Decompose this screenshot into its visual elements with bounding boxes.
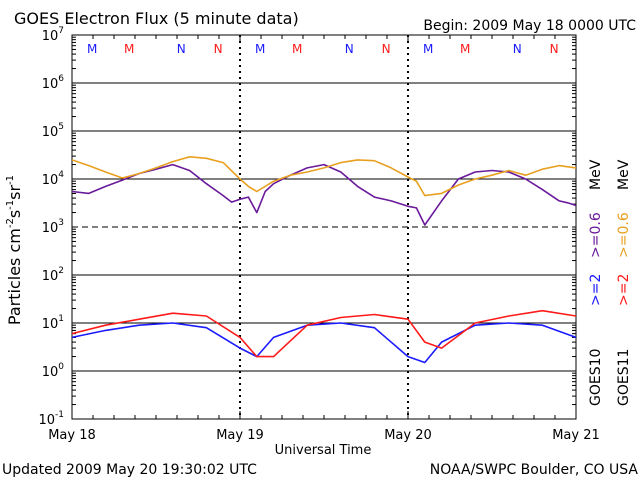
series-goes10-2 [71,322,577,364]
legend-right: >=0.6 >=2 GOES10 MeV >=0.6 >=2 GOES11 Me… [588,159,632,406]
y-tick-label: 104 [42,170,65,188]
day-marker-N: N [345,42,354,56]
series-goes10-0 [71,163,577,226]
data-series-layer [71,156,577,364]
y-axis-label-text: Particles cm-2s-1sr-1 [5,175,24,325]
day-marker-N: N [214,42,223,56]
day-marker-M: M [87,42,97,56]
day-marker-N: N [550,42,559,56]
begin-label: Begin: 2009 May 18 0000 UTC [423,18,636,34]
day-marker-M: M [124,42,134,56]
day-marker-M: M [292,42,302,56]
y-tick-label: 101 [42,314,64,332]
legend-mev-2: MeV [616,159,632,190]
y-tick-label: 106 [42,74,65,92]
day-marker-M: M [255,42,265,56]
x-tick-label: May 20 [384,428,432,443]
series-goes11-1 [71,156,577,197]
x-axis-label: Universal Time [275,443,372,458]
plot-area: May 18 May 19 May 20 May 21 10-1 100 101 102 103… [38,26,599,443]
day-marker-N: N [177,42,186,56]
x-tick-label: May 19 [216,428,264,443]
chart-title: GOES Electron Flux (5 minute data) [14,9,299,28]
legend-goes10-ge2: >=2 [588,274,604,306]
day-marker-N: N [513,42,522,56]
y-tick-label: 100 [42,362,65,380]
y-tick-label: 107 [42,26,64,44]
x-tick-label: May 21 [552,428,600,443]
y-tick-label: 103 [42,218,64,236]
x-tick-label: May 18 [48,428,96,443]
legend-goes10-ge06: >=0.6 [588,212,604,258]
day-marker-N: N [382,42,391,56]
legend-mev-1: MeV [588,159,604,190]
credit-label: NOAA/SWPC Boulder, CO USA [430,462,639,478]
y-tick-label: 102 [42,266,64,284]
legend-goes11-ge2: >=2 [616,274,632,306]
legend-goes11-ge06: >=0.6 [616,212,632,258]
series-goes11-3 [71,309,577,358]
legend-goes11: GOES11 [616,349,632,406]
y-axis-label: Particles cm-2s-1sr-1 [5,175,24,325]
updated-label: Updated 2009 May 20 19:30:02 UTC [2,462,257,478]
legend-goes10: GOES10 [588,349,604,406]
day-marker-M: M [423,42,433,56]
y-tick-label: 10-1 [38,410,64,428]
y-tick-label: 105 [42,122,64,140]
day-marker-M: M [460,42,470,56]
